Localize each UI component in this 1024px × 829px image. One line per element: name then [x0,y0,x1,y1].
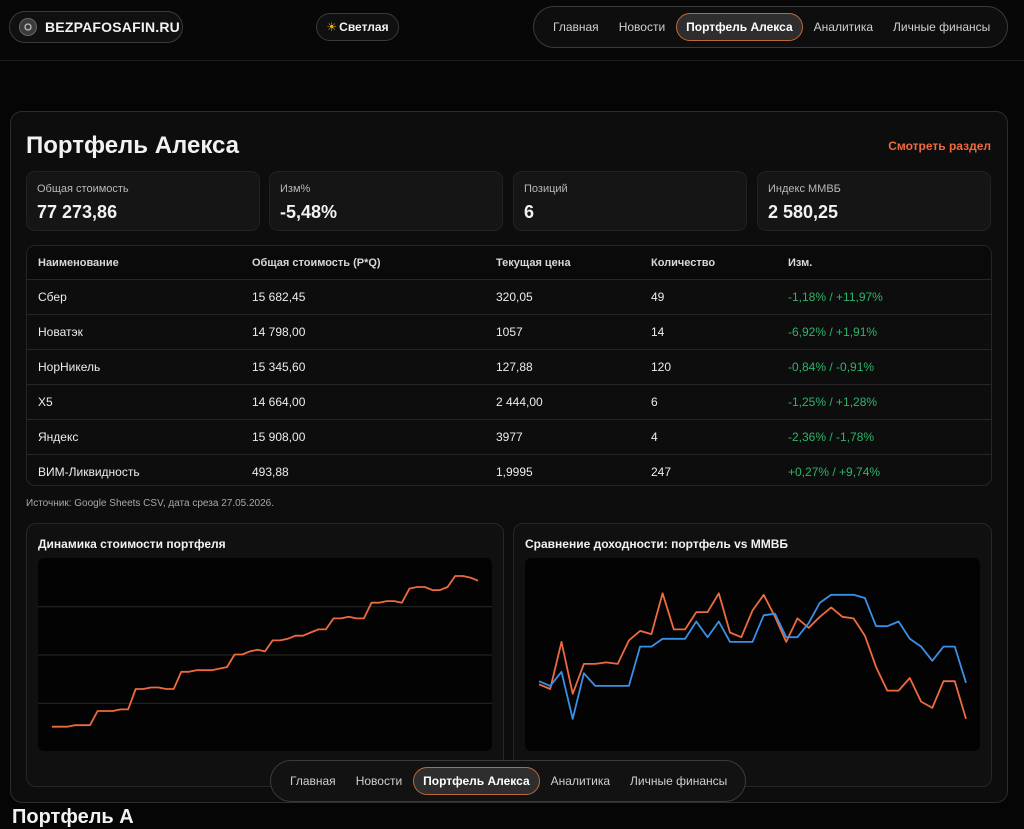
table-cell: 6 [651,384,788,420]
returns-comparison-chart-svg [538,592,967,720]
table-cell: 2 444,00 [496,384,651,420]
brand-logo-button[interactable]: BEZPAFOSAFIN.RU [9,11,183,43]
column-header[interactable]: Количество [651,246,788,280]
theme-toggle-button[interactable]: ☀ Светлая [316,13,399,41]
table-cell: -6,92% / +1,91% [788,314,991,350]
portfolio-value-chart [38,558,492,751]
table-cell: 1,9995 [496,454,651,485]
table-cell: 127,88 [496,349,651,385]
stat-label: Общая стоимость [37,183,129,195]
table-row[interactable]: X5 14 664,00 2 444,00 6 -1,25% / +1,28% [27,384,991,420]
top-bar: BEZPAFOSAFIN.RU ☀ Светлая Главная Новост… [0,0,1024,61]
see-section-link[interactable]: Смотреть раздел [888,139,991,153]
table-cell: 49 [651,290,665,304]
table-cell: 493,88 [252,454,496,485]
table-cell: 14 798,00 [252,314,496,350]
stat-change-percent: Изм% -5,48% [269,171,503,231]
nav-item-home[interactable]: Главная [553,20,599,34]
table-cell: ВИМ-Ликвидность [27,454,252,485]
theme-toggle-label: Светлая [339,20,389,34]
nav-item-news[interactable]: Новости [355,774,403,788]
top-nav: Главная Новости Портфель Алекса Аналитик… [533,6,1008,48]
stat-label: Индекс MMBБ [768,183,841,195]
portfolio-value-chart-svg [38,575,492,728]
table-cell: 14 [651,314,788,350]
data-source-note: Источник: Google Sheets CSV, дата среза … [26,498,275,509]
positions-table: Наименование Общая стоимость (P*Q) Текущ… [26,245,992,486]
table-header-row: Наименование Общая стоимость (P*Q) Текущ… [27,246,991,280]
nav-item-personal-finance[interactable]: Личные финансы [893,20,991,34]
stat-value: 6 [524,202,535,222]
portfolio-value-chart-panel: Динамика стоимости портфеля [26,523,504,787]
table-cell: -0,84% / -0,91% [788,349,991,385]
table-cell: X5 [27,384,252,420]
stat-positions: Позиций 6 [513,171,747,231]
bottom-nav: Главная Новости Портфель Алекса Аналитик… [270,760,746,802]
stat-value: -5,48% [280,202,338,222]
table-cell: 15 682,45 [252,290,306,304]
nav-item-personal-finance[interactable]: Личные финансы [630,774,728,788]
stat-label: Изм% [280,183,311,195]
column-header[interactable]: Наименование [27,246,252,280]
brand-name: BEZPAFOSAFIN.RU [45,19,180,35]
table-row[interactable]: ВИМ-Ликвидность 493,88 1,9995 247 +0,27% / +… [27,454,991,485]
sun-icon: ☀ [326,20,338,34]
table-cell: -2,36% / -1,78% [788,419,991,455]
table-row[interactable]: Сбер 15 682,45 320,05 49 -1,18% / +11,97% [27,280,991,315]
table-cell: 120 [651,349,788,385]
chart-title: Сравнение доходности: портфель vs MMBБ [525,537,789,551]
mmvb-return-line [538,593,967,720]
table-cell: Новатэк [27,314,252,350]
table-row[interactable]: Яндекс 15 908,00 3977 4 -2,36% / -1,78% [27,419,991,455]
nav-item-analytics[interactable]: Аналитика [813,20,874,34]
table-cell: Сбер [38,290,67,304]
table-cell: 1057 [496,314,651,350]
returns-comparison-chart [525,558,980,751]
column-header[interactable]: Общая стоимость (P*Q) [252,246,496,280]
table-cell: 247 [651,454,788,485]
table-row[interactable]: Новатэк 14 798,00 1057 14 -6,92% / +1,91% [27,314,991,350]
nav-item-home[interactable]: Главная [290,774,336,788]
table-cell: +0,27% / +9,74% [788,454,991,485]
table-cell: -1,18% / +11,97% [788,290,883,304]
portfolio-card: Портфель Алекса Смотреть раздел Общая ст… [10,111,1008,803]
page-title: Портфель Алекса [26,132,239,159]
nav-item-analytics[interactable]: Аналитика [550,774,611,788]
table-cell: 3977 [496,419,651,455]
table-cell: 320,05 [496,290,533,304]
next-section-title: Портфель А [12,806,134,828]
returns-comparison-chart-panel: Сравнение доходности: портфель vs MMBБ [513,523,992,787]
stat-value: 77 273,86 [37,202,118,222]
nav-item-news[interactable]: Новости [618,20,666,34]
table-cell: 14 664,00 [252,384,496,420]
portfolio-value-line [52,575,479,728]
stat-total-value: Общая стоимость 77 273,86 [26,171,260,231]
table-cell: 4 [651,419,788,455]
column-header[interactable]: Текущая цена [496,246,651,280]
table-cell: -1,25% / +1,28% [788,384,991,420]
chart-title: Динамика стоимости портфеля [38,537,226,551]
table-cell: Яндекс [27,419,252,455]
stat-label: Позиций [524,183,568,195]
portfolio-return-line [538,592,967,720]
site-logo-icon [19,18,37,36]
nav-item-alex-portfolio[interactable]: Портфель Алекса [676,13,803,41]
table-row[interactable]: НорНикель 15 345,60 127,88 120 -0,84% / -0,9… [27,349,991,385]
nav-item-alex-portfolio[interactable]: Портфель Алекса [413,767,540,795]
stat-value: 2 580,25 [768,202,839,222]
column-header[interactable]: Изм. [788,246,991,280]
stat-mmvb-index: Индекс MMBБ 2 580,25 [757,171,991,231]
table-cell: 15 345,60 [252,349,496,385]
table-cell: 15 908,00 [252,419,496,455]
table-cell: НорНикель [27,349,252,385]
